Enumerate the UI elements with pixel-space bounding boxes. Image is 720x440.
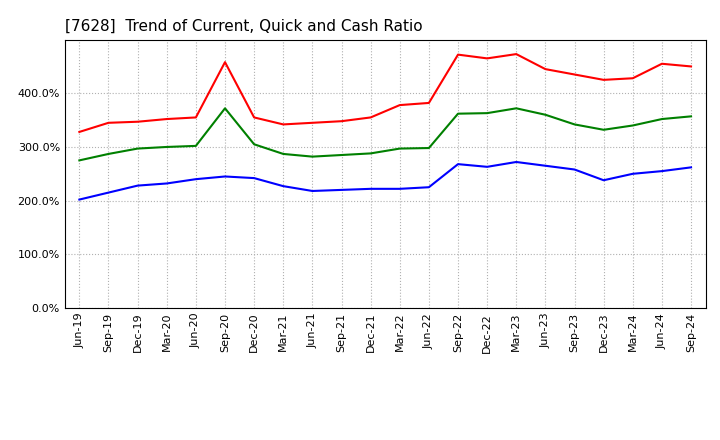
Quick Ratio	[657, 117, 666, 122]
Quick Ratio	[250, 142, 258, 147]
Current Ratio	[483, 56, 492, 61]
Current Ratio	[599, 77, 608, 82]
Cash Ratio	[629, 171, 637, 176]
Quick Ratio	[220, 106, 229, 111]
Quick Ratio	[133, 146, 142, 151]
Cash Ratio	[483, 164, 492, 169]
Cash Ratio	[454, 161, 462, 167]
Cash Ratio	[75, 197, 84, 202]
Cash Ratio	[366, 186, 375, 191]
Current Ratio	[308, 120, 317, 125]
Cash Ratio	[192, 176, 200, 182]
Cash Ratio	[308, 188, 317, 194]
Current Ratio	[541, 66, 550, 72]
Cash Ratio	[657, 169, 666, 174]
Current Ratio	[75, 129, 84, 135]
Current Ratio	[133, 119, 142, 125]
Line: Current Ratio: Current Ratio	[79, 54, 691, 132]
Quick Ratio	[366, 151, 375, 156]
Current Ratio	[454, 52, 462, 57]
Quick Ratio	[395, 146, 404, 151]
Quick Ratio	[599, 127, 608, 132]
Cash Ratio	[570, 167, 579, 172]
Cash Ratio	[133, 183, 142, 188]
Quick Ratio	[163, 144, 171, 150]
Current Ratio	[425, 100, 433, 106]
Current Ratio	[395, 103, 404, 108]
Cash Ratio	[687, 165, 696, 170]
Line: Quick Ratio: Quick Ratio	[79, 108, 691, 160]
Cash Ratio	[163, 181, 171, 186]
Cash Ratio	[220, 174, 229, 179]
Current Ratio	[570, 72, 579, 77]
Current Ratio	[250, 115, 258, 120]
Quick Ratio	[570, 122, 579, 127]
Quick Ratio	[279, 151, 287, 157]
Current Ratio	[657, 61, 666, 66]
Current Ratio	[366, 115, 375, 120]
Cash Ratio	[104, 190, 113, 195]
Current Ratio	[163, 117, 171, 122]
Quick Ratio	[454, 111, 462, 116]
Current Ratio	[192, 115, 200, 120]
Cash Ratio	[395, 186, 404, 191]
Cash Ratio	[599, 178, 608, 183]
Quick Ratio	[629, 123, 637, 128]
Quick Ratio	[337, 152, 346, 158]
Quick Ratio	[512, 106, 521, 111]
Text: [7628]  Trend of Current, Quick and Cash Ratio: [7628] Trend of Current, Quick and Cash …	[65, 19, 423, 34]
Quick Ratio	[308, 154, 317, 159]
Current Ratio	[279, 122, 287, 127]
Quick Ratio	[425, 145, 433, 150]
Current Ratio	[512, 51, 521, 57]
Quick Ratio	[541, 112, 550, 117]
Cash Ratio	[250, 176, 258, 181]
Quick Ratio	[104, 151, 113, 157]
Current Ratio	[337, 118, 346, 124]
Cash Ratio	[541, 163, 550, 169]
Cash Ratio	[425, 185, 433, 190]
Quick Ratio	[483, 110, 492, 116]
Current Ratio	[629, 76, 637, 81]
Cash Ratio	[512, 159, 521, 165]
Line: Cash Ratio: Cash Ratio	[79, 162, 691, 200]
Cash Ratio	[337, 187, 346, 193]
Quick Ratio	[192, 143, 200, 149]
Current Ratio	[687, 64, 696, 69]
Cash Ratio	[279, 183, 287, 189]
Current Ratio	[104, 120, 113, 125]
Quick Ratio	[75, 158, 84, 163]
Current Ratio	[220, 59, 229, 65]
Quick Ratio	[687, 114, 696, 119]
